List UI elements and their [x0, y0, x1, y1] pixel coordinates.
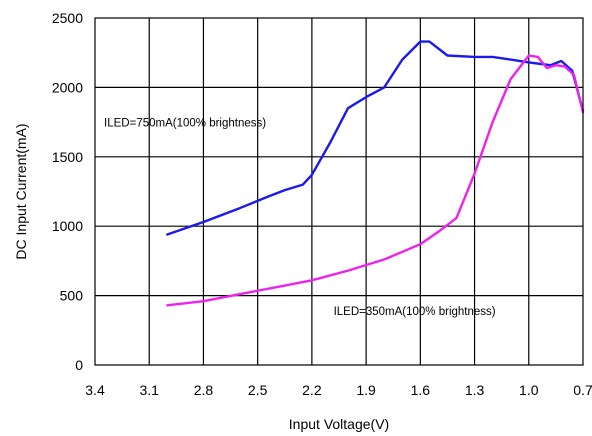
x-tick-label: 3.1	[139, 382, 159, 398]
y-tick-label: 2000	[52, 79, 83, 95]
x-tick-label: 1.9	[356, 382, 376, 398]
y-axis-title: DC Input Current(mA)	[13, 123, 29, 259]
x-tick-label: 2.5	[248, 382, 268, 398]
y-tick-labels: 0 500 1000 1500 2000 2500	[52, 10, 83, 373]
y-tick-label: 1000	[52, 218, 83, 234]
x-tick-label: 1.3	[465, 382, 485, 398]
x-tick-label: 1.0	[519, 382, 539, 398]
y-tick-label: 0	[75, 357, 83, 373]
x-axis-title: Input Voltage(V)	[289, 416, 389, 432]
annotations: ILED=750mA(100% brightness) ILED=350mA(10…	[104, 117, 496, 318]
x-tick-label: 0.7	[573, 382, 592, 398]
grid	[95, 18, 583, 365]
x-tick-label: 2.8	[194, 382, 214, 398]
x-tick-label: 1.6	[411, 382, 431, 398]
y-tick-label: 2500	[52, 10, 83, 26]
y-tick-label: 1500	[52, 149, 83, 165]
series-layer	[166, 40, 585, 307]
series-line-1	[166, 40, 585, 236]
series-line-2	[166, 54, 585, 307]
y-tick-label: 500	[60, 288, 84, 304]
series-annotation: ILED=750mA(100% brightness)	[104, 117, 266, 129]
series-annotation: ILED=350mA(100% brightness)	[334, 306, 496, 318]
x-tick-labels: 3.4 3.1 2.8 2.5 2.2 1.9 1.6 1.3 1.0 0.7	[85, 382, 592, 398]
x-tick-label: 2.2	[302, 382, 322, 398]
plot-frame	[94, 17, 584, 366]
x-tick-label: 3.4	[85, 382, 105, 398]
